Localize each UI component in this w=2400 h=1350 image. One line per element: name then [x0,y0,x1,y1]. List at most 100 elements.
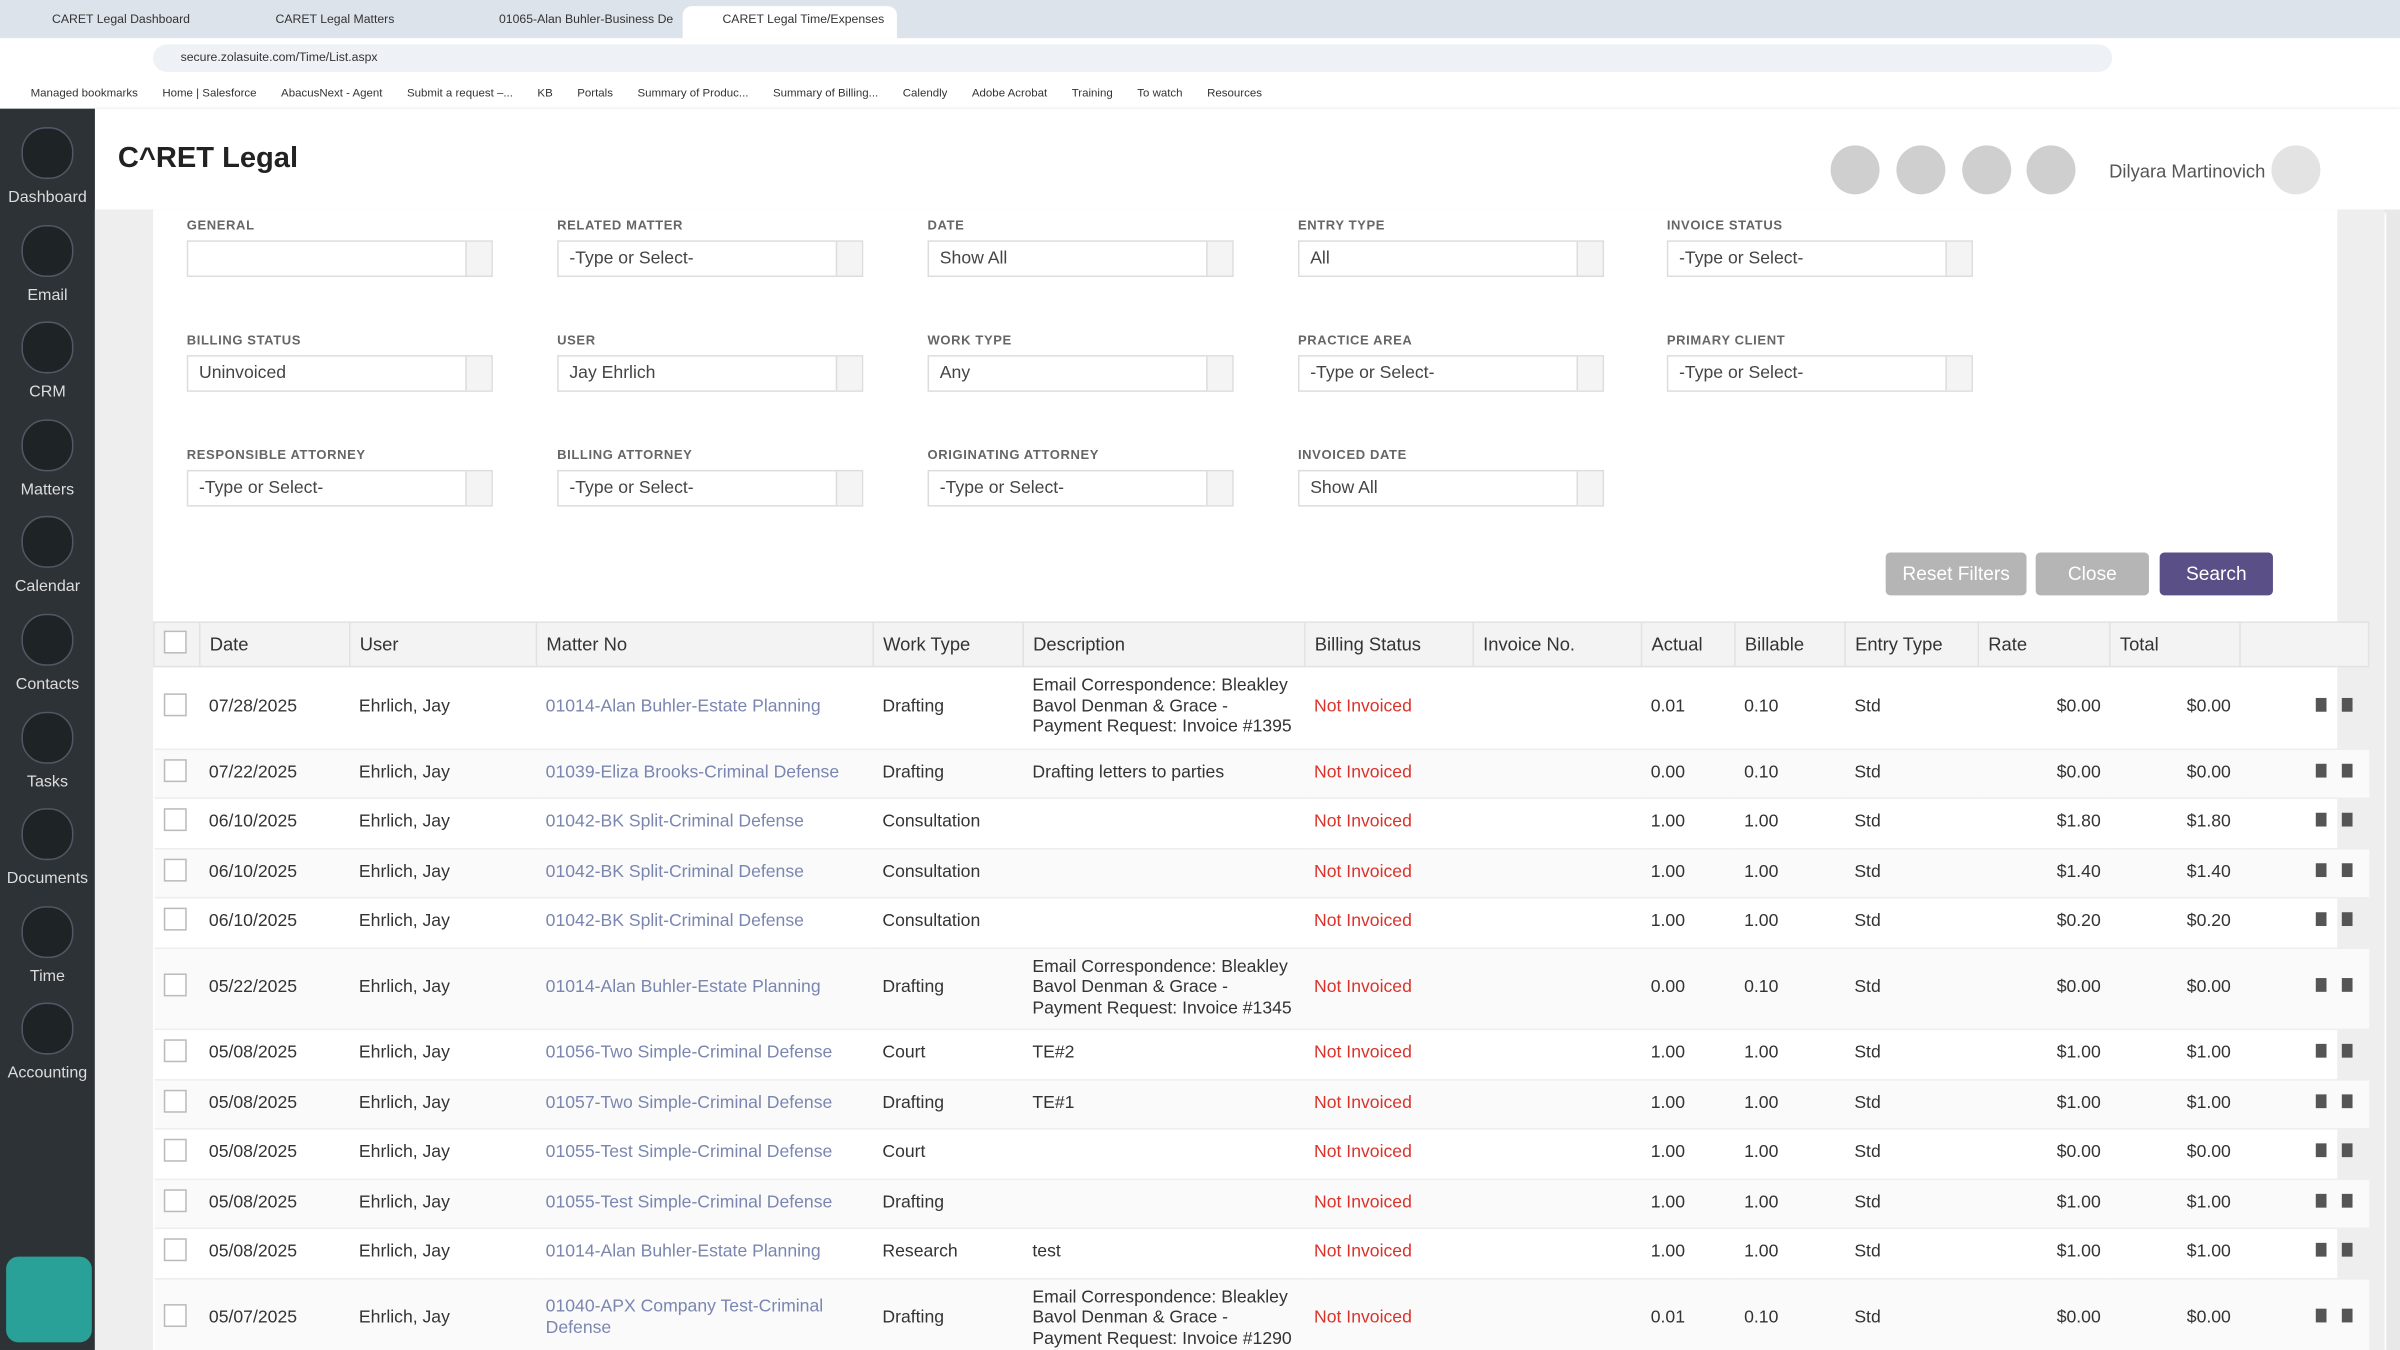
checkbox[interactable] [163,1238,186,1262]
tab[interactable]: CARET Legal Dashboard [52,12,190,27]
checkbox[interactable] [163,808,186,832]
filter-input[interactable]: -Type or Select- [557,469,864,507]
matter-link[interactable]: 01014-Alan Buhler-Estate Planning [545,1242,821,1262]
delete-icon[interactable] [2341,978,2352,992]
edit-icon[interactable] [2315,862,2326,877]
column-header[interactable]: Date [198,621,351,668]
bookmark[interactable]: Adobe Acrobat [971,85,1048,100]
checkbox[interactable] [163,1188,186,1212]
column-header[interactable]: Actual [1640,621,1736,668]
user-name[interactable]: Dilyara Martinovich [2109,160,2266,183]
button[interactable]: Close [2035,552,2149,596]
column-header[interactable]: Matter No [535,621,874,668]
delete-icon[interactable] [2341,763,2352,777]
edit-icon[interactable] [2315,763,2326,777]
delete-icon[interactable] [2341,812,2352,827]
filter-input[interactable]: -Type or Select- [557,240,864,278]
delete-icon[interactable] [2341,1308,2352,1323]
nav-item[interactable]: Time [0,905,95,985]
edit-icon[interactable] [2315,978,2326,992]
matter-link[interactable]: 01040-APX Company Test-Criminal Defense [545,1298,824,1338]
logo[interactable]: C^RET Legal [117,142,299,175]
checkbox[interactable] [163,907,186,931]
button[interactable]: Search [2159,552,2273,596]
url[interactable]: secure.zolasuite.com/Time/List.aspx [153,44,2113,72]
edit-icon[interactable] [2315,812,2326,827]
column-header[interactable]: Entry Type [1844,621,1980,668]
filter-input[interactable]: -Type or Select- [927,469,1234,507]
edit-icon[interactable] [2315,1242,2326,1257]
filter-input[interactable] [186,240,493,278]
delete-icon[interactable] [2341,1242,2352,1257]
nav-item[interactable]: Matters [0,419,95,499]
filter-input[interactable]: Uninvoiced [186,355,493,392]
bookmark[interactable]: Submit a request –... [406,85,513,100]
bookmark[interactable]: Calendly [902,85,948,100]
delete-icon[interactable] [2341,1093,2352,1108]
column-header[interactable]: Billing Status [1304,621,1474,668]
delete-icon[interactable] [2341,1143,2352,1158]
nav-item[interactable]: Contacts [0,613,95,693]
filter-input[interactable]: -Type or Select- [1297,355,1605,392]
filter-input[interactable]: Show All [927,240,1234,278]
checkbox[interactable] [163,692,186,716]
column-header[interactable]: Invoice No. [1472,621,1643,668]
search-icon[interactable] [1762,145,1811,194]
bookmark[interactable]: Resources [1207,85,1262,100]
matter-link[interactable]: 01055-Test Simple-Criminal Defense [545,1193,833,1212]
edit-icon[interactable] [2315,697,2326,711]
filter-input[interactable]: -Type or Select- [1666,240,1973,278]
matter-link[interactable]: 01014-Alan Buhler-Estate Planning [545,697,821,716]
checkbox[interactable] [163,758,186,782]
column-header[interactable]: Total [2109,621,2241,668]
checkbox[interactable] [163,1089,186,1112]
nav-item[interactable]: Accounting [0,1003,95,1083]
bookmark[interactable]: KB [537,85,553,100]
edit-icon[interactable] [2315,912,2326,927]
matter-link[interactable]: 01055-Test Simple-Criminal Defense [545,1143,833,1162]
filter-input[interactable]: All [1297,240,1605,278]
checkbox[interactable] [163,857,186,881]
delete-icon[interactable] [2341,912,2352,927]
edit-icon[interactable] [2315,1093,2326,1108]
column-header[interactable]: Billable [1734,621,1846,668]
column-header[interactable]: User [348,621,538,668]
edit-icon[interactable] [2315,1193,2326,1207]
checkbox[interactable] [163,1138,186,1162]
edit-icon[interactable] [2315,1308,2326,1323]
checkbox[interactable] [163,973,186,997]
matter-link[interactable]: 01056-Two Simple-Criminal Defense [545,1043,833,1063]
matter-link[interactable]: 01042-BK Split-Criminal Defense [545,912,804,931]
nav-item[interactable]: Documents [0,808,95,888]
delete-icon[interactable] [2341,697,2352,711]
button[interactable]: Reset Filters [1885,552,2027,596]
edit-icon[interactable] [2315,1143,2326,1158]
filter-input[interactable]: -Type or Select- [186,469,493,507]
matter-link[interactable]: 01042-BK Split-Criminal Defense [545,862,804,881]
column-header[interactable]: Work Type [872,621,1024,668]
filter-input[interactable]: Show All [1297,469,1605,507]
scrollbar[interactable] [2386,209,2400,1350]
checkbox[interactable] [163,630,187,654]
matter-link[interactable]: 01014-Alan Buhler-Estate Planning [545,978,821,997]
tab[interactable]: CARET Legal Matters [275,12,395,27]
chat-button[interactable] [1962,145,2012,195]
nav-item[interactable]: CRM [0,321,95,401]
checkbox[interactable] [163,1304,186,1328]
matter-link[interactable]: 01042-BK Split-Criminal Defense [545,812,804,832]
help-button[interactable] [1896,145,1946,195]
bookmark[interactable]: To watch [1137,85,1183,100]
bookmark[interactable]: Portals [577,85,613,100]
add-button[interactable] [1830,145,1880,195]
delete-icon[interactable] [2341,862,2352,877]
avatar[interactable] [2271,145,2321,195]
bookmark[interactable]: Training [1071,85,1113,100]
column-header[interactable]: Description [1022,621,1306,668]
delete-icon[interactable] [2341,1043,2352,1058]
filter-input[interactable]: Jay Ehrlich [557,355,864,392]
matter-link[interactable]: 01057-Two Simple-Criminal Defense [545,1093,833,1112]
chat-widget[interactable] [6,1256,92,1343]
checkbox[interactable] [163,1039,186,1063]
bookmark[interactable]: Summary of Billing... [772,85,879,100]
tab[interactable]: 01065-Alan Buhler-Business De [498,12,674,27]
